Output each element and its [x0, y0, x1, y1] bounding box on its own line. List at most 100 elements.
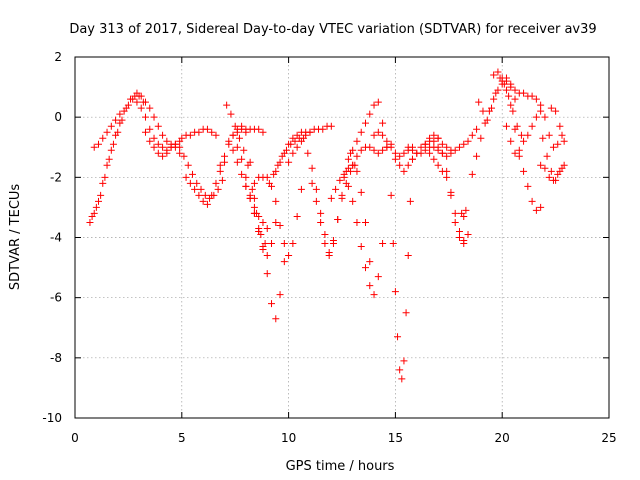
data-point [357, 146, 365, 154]
data-point [556, 167, 564, 175]
data-point [332, 185, 340, 193]
data-point [451, 146, 459, 154]
data-point [163, 149, 171, 157]
data-point [297, 137, 305, 145]
data-point [498, 77, 506, 85]
data-point [370, 101, 378, 109]
data-point [272, 315, 280, 323]
data-point [443, 143, 451, 151]
data-point [182, 173, 190, 181]
data-point [488, 104, 496, 112]
data-point [394, 333, 402, 341]
grid-lines [75, 57, 609, 418]
data-point [404, 161, 412, 169]
data-point [387, 191, 395, 199]
data-point [338, 194, 346, 202]
data-point [302, 131, 310, 139]
data-point [285, 252, 293, 260]
data-point [370, 131, 378, 139]
data-point [312, 197, 320, 205]
data-point [216, 167, 224, 175]
data-point [400, 149, 408, 157]
data-point [421, 140, 429, 148]
data-point [537, 107, 545, 115]
data-point [528, 197, 536, 205]
data-point [344, 164, 352, 172]
data-point [473, 125, 481, 133]
data-point [406, 197, 414, 205]
data-point [208, 128, 216, 136]
data-point [353, 137, 361, 145]
data-point [408, 155, 416, 163]
data-point [141, 128, 149, 136]
data-point [186, 131, 194, 139]
data-point [216, 161, 224, 169]
data-point [90, 143, 98, 151]
data-point [238, 170, 246, 178]
data-point [532, 206, 540, 214]
data-point [176, 143, 184, 151]
data-point [552, 176, 560, 184]
data-point [276, 291, 284, 299]
data-point [146, 137, 154, 145]
data-point [396, 152, 404, 160]
data-point [391, 288, 399, 296]
y-tick-label: -6 [50, 291, 62, 305]
data-point [97, 191, 105, 199]
data-point [460, 140, 468, 148]
data-point [171, 140, 179, 148]
y-tick-label: -10 [42, 411, 62, 425]
data-point [150, 113, 158, 121]
data-point [133, 89, 141, 97]
data-point [353, 218, 361, 226]
data-point [214, 185, 222, 193]
data-point [127, 95, 135, 103]
data-point [105, 155, 113, 163]
x-tick-label: 20 [495, 431, 510, 445]
data-point [374, 149, 382, 157]
x-axis-label: GPS time / hours [286, 459, 395, 474]
data-point [443, 152, 451, 160]
data-point [238, 155, 246, 163]
data-point [317, 218, 325, 226]
data-point [293, 212, 301, 220]
data-point [242, 182, 250, 190]
data-point [400, 357, 408, 365]
data-point [537, 203, 545, 211]
data-point [103, 128, 111, 136]
data-point [532, 95, 540, 103]
data-point [340, 173, 348, 181]
data-point [263, 173, 271, 181]
data-point [524, 182, 532, 190]
data-point [361, 218, 369, 226]
data-point [107, 146, 115, 154]
data-point [389, 240, 397, 248]
data-point [118, 116, 126, 124]
data-point [374, 128, 382, 136]
data-point [387, 143, 395, 151]
data-point [244, 161, 252, 169]
data-point [321, 230, 329, 238]
data-point [223, 101, 231, 109]
data-point [379, 240, 387, 248]
data-point [396, 366, 404, 374]
data-point [92, 203, 100, 211]
data-point [99, 134, 107, 142]
data-point [532, 113, 540, 121]
data-point [327, 194, 335, 202]
data-point [421, 146, 429, 154]
data-point [250, 203, 258, 211]
data-point [434, 161, 442, 169]
data-point [473, 152, 481, 160]
data-point [154, 149, 162, 157]
data-point [306, 128, 314, 136]
data-point [285, 158, 293, 166]
data-point [455, 143, 463, 151]
data-point [554, 140, 562, 148]
data-point [349, 161, 357, 169]
data-point [235, 134, 243, 142]
data-point [344, 155, 352, 163]
data-point [248, 185, 256, 193]
data-point [246, 194, 254, 202]
